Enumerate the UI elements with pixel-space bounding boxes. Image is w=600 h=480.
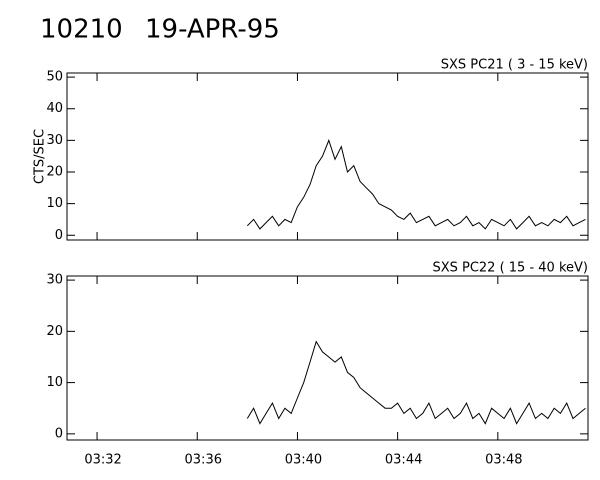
y-tick-label: 40 [46, 101, 63, 116]
x-tick-label: 03:32 [84, 453, 121, 468]
count-rate-trace [246, 340, 586, 425]
plot-frame [66, 275, 589, 441]
y-tick-label: 20 [46, 164, 63, 179]
x-tick-label: 03:36 [185, 453, 222, 468]
x-tick-label: 03:48 [485, 453, 522, 468]
observation-date: 19-APR-95 [145, 15, 280, 45]
y-tick-label: 20 [46, 324, 63, 339]
y-tick-label: 30 [46, 273, 63, 288]
y-tick-label: 0 [55, 228, 63, 243]
x-tick-label: 03:40 [285, 453, 322, 468]
plot-frame [66, 72, 589, 241]
y-tick-label: 30 [46, 133, 63, 148]
y-tick-label: 50 [46, 70, 63, 85]
panel-title: SXS PC22 ( 15 - 40 keV) [432, 261, 588, 276]
count-rate-trace [246, 138, 586, 230]
observation-id: 10210 [40, 15, 123, 45]
x-tick-label: 03:44 [385, 453, 422, 468]
panel-title: SXS PC21 ( 3 - 15 keV) [441, 58, 588, 73]
y-tick-label: 10 [46, 375, 63, 390]
y-axis-label: CTS/SEC [33, 129, 48, 184]
y-tick-label: 10 [46, 196, 63, 211]
y-tick-label: 0 [55, 426, 63, 441]
